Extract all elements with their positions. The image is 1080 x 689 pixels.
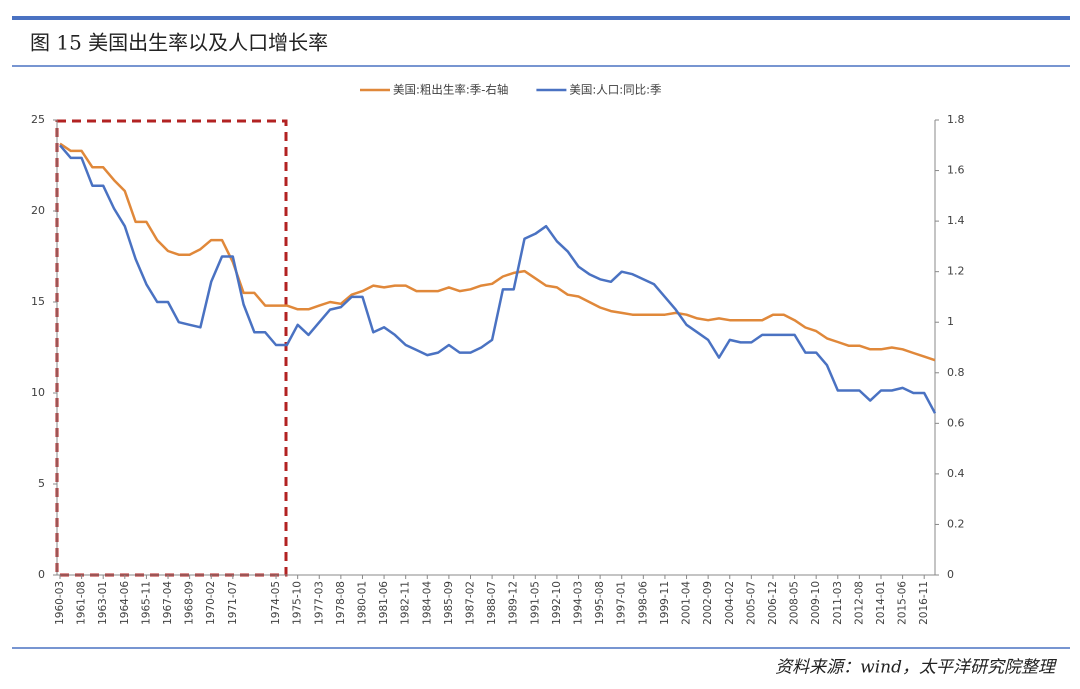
- x-tick-label: 1987-02: [464, 581, 476, 625]
- x-tick-label: 2005-07: [745, 581, 757, 625]
- x-tick-label: 2002-09: [702, 581, 714, 625]
- legend-label: 美国:人口:同比:季: [569, 83, 662, 97]
- y-tick-label: 15: [31, 295, 45, 308]
- x-tick-label: 2012-08: [853, 581, 865, 625]
- x-tick-label: 1997-01: [616, 581, 628, 625]
- y-tick-label: 10: [31, 386, 45, 399]
- x-tick-label: 1978-08: [335, 581, 347, 625]
- x-tick-label: 1995-08: [594, 581, 606, 625]
- x-tick-label: 1984-04: [421, 581, 433, 625]
- y2-tick-label: 0.8: [947, 366, 965, 379]
- x-tick-label: 2015-06: [897, 581, 909, 625]
- x-tick-label: 1981-06: [378, 581, 390, 625]
- x-tick-label: 1985-09: [443, 581, 455, 625]
- y2-tick-label: 1.6: [947, 164, 965, 177]
- x-tick-label: 1960-03: [54, 581, 66, 625]
- x-tick-label: 2009-10: [810, 581, 822, 625]
- y-tick-label: 20: [31, 204, 45, 217]
- x-tick-label: 2011-03: [832, 581, 844, 625]
- x-tick-label: 1989-12: [508, 581, 520, 625]
- x-tick-label: 2016-11: [918, 581, 930, 625]
- top-rule: [12, 16, 1070, 20]
- x-tick-label: 1980-01: [356, 581, 368, 625]
- y2-tick-label: 1.2: [947, 265, 965, 278]
- x-tick-label: 1965-11: [140, 581, 152, 625]
- y2-tick-label: 0.2: [947, 517, 965, 530]
- x-tick-label: 2001-04: [681, 581, 693, 625]
- legend-label: 美国:粗出生率:季-右轴: [393, 83, 508, 97]
- x-tick-label: 2008-05: [789, 581, 801, 625]
- x-tick-label: 1977-03: [313, 581, 325, 625]
- y2-tick-label: 0.4: [947, 467, 965, 480]
- x-tick-label: 1992-10: [551, 581, 563, 625]
- x-tick-label: 1968-09: [184, 581, 196, 625]
- x-tick-label: 1988-07: [486, 581, 498, 625]
- y2-tick-label: 1: [947, 315, 954, 328]
- x-tick-label: 1982-11: [400, 581, 412, 625]
- x-tick-label: 2006-12: [767, 581, 779, 625]
- source-note: 资料来源：wind，太平洋研究院整理: [775, 658, 1057, 678]
- x-tick-label: 1961-08: [76, 581, 88, 625]
- x-tick-label: 1967-04: [162, 581, 174, 625]
- x-tick-label: 1998-06: [637, 581, 649, 625]
- y2-tick-label: 0: [947, 568, 954, 581]
- highlight-box: [55, 119, 288, 577]
- x-tick-label: 1994-03: [573, 581, 585, 625]
- x-tick-label: 1970-02: [205, 581, 217, 625]
- x-tick-label: 1964-06: [119, 581, 131, 625]
- x-tick-label: 1999-11: [659, 581, 671, 625]
- y-tick-label: 25: [31, 113, 45, 126]
- y-tick-label: 5: [38, 477, 45, 490]
- x-tick-label: 1975-10: [292, 581, 304, 625]
- x-tick-label: 1963-01: [97, 581, 109, 625]
- chart-title: 图 15 美国出生率以及人口增长率: [30, 31, 328, 55]
- series-line: [59, 144, 937, 414]
- y2-tick-label: 1.4: [947, 214, 965, 227]
- x-tick-label: 1974-05: [270, 581, 282, 625]
- x-tick-label: 2004-02: [724, 581, 736, 625]
- x-tick-label: 1991-05: [529, 581, 541, 625]
- series-line: [59, 142, 936, 362]
- y2-tick-label: 0.6: [947, 416, 965, 429]
- y2-tick-label: 1.8: [947, 113, 965, 126]
- y-tick-label: 0: [38, 568, 45, 581]
- x-tick-label: 1971-07: [227, 581, 239, 625]
- x-tick-label: 2014-01: [875, 581, 887, 625]
